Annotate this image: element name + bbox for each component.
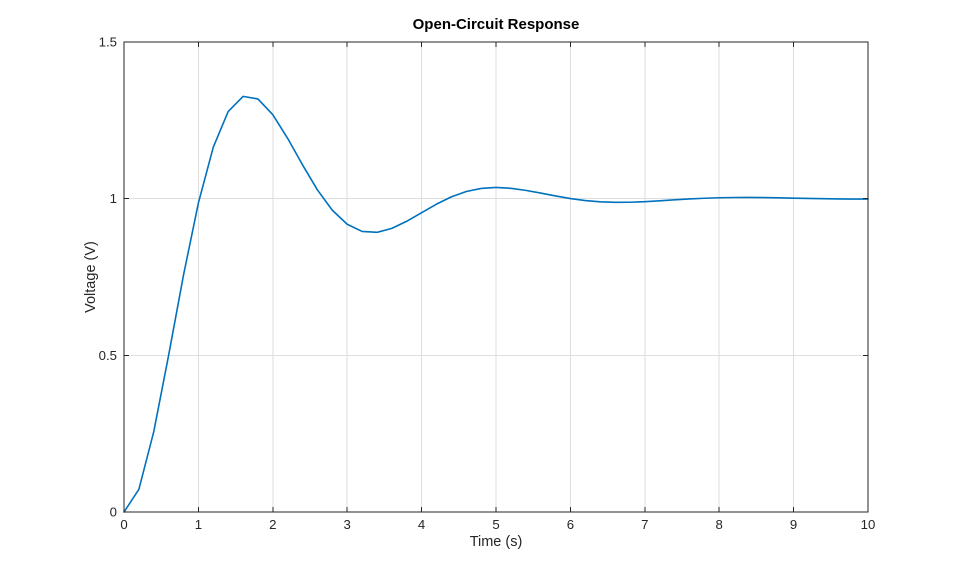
x-tick-label: 9 [790,517,797,532]
x-tick-label: 2 [269,517,276,532]
x-tick-label: 1 [195,517,202,532]
y-tick-label: 0.5 [99,348,117,363]
x-tick-label: 4 [418,517,425,532]
x-tick-label: 3 [344,517,351,532]
y-tick-label: 1.5 [99,35,117,50]
y-tick-label: 1 [110,191,117,206]
x-tick-label: 7 [641,517,648,532]
y-tick-label: 0 [110,505,117,520]
voltage-response-curve [123,95,869,513]
chart-title: Open-Circuit Response [412,16,580,33]
x-tick-label: 0 [120,517,127,532]
x-tick-label: 8 [716,517,723,532]
y-axis-label: Voltage (V) [83,241,99,313]
x-tick-label: 6 [567,517,574,532]
x-tick-label: 10 [861,517,876,532]
x-axis-label: Time (s) [469,534,523,550]
x-tick-label: 5 [492,517,499,532]
